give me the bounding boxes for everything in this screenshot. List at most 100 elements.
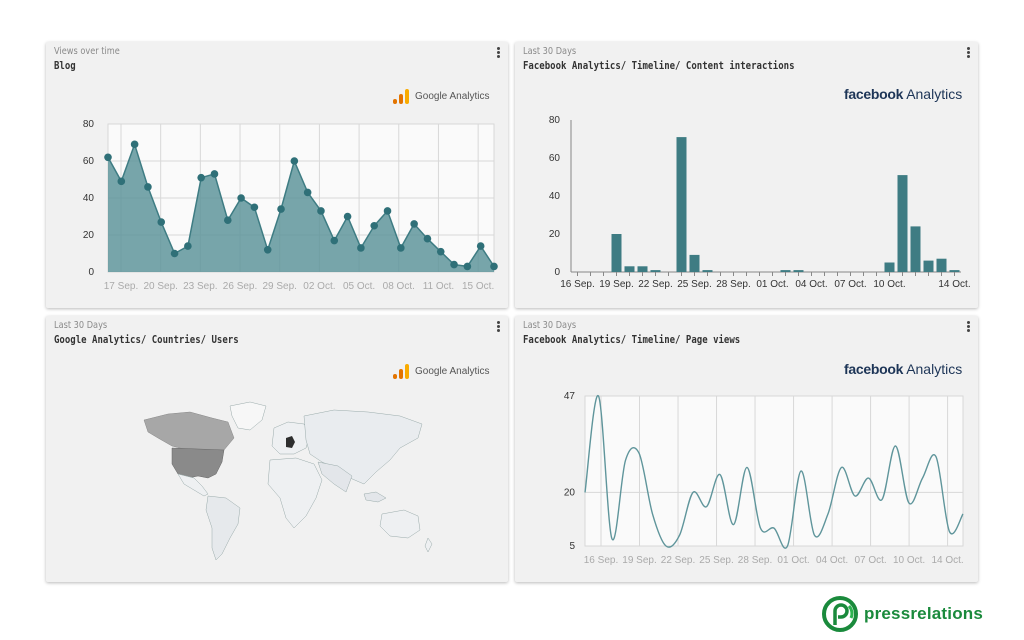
- x-tick-label: 29 Sep.: [262, 281, 296, 292]
- content-interactions-bar-chart: 0 20 40 60 80 16 Sep. 19 Sep. 22 Sep. 25 Sep. 28 …: [549, 115, 971, 290]
- google-analytics-logo: Google Analytics: [392, 88, 490, 105]
- map-australia: [379, 509, 421, 539]
- map-canada: [143, 411, 235, 453]
- more-options-icon[interactable]: [964, 46, 972, 60]
- card-title: Google Analytics/ Countries/ Users: [54, 333, 239, 346]
- data-point: [357, 244, 365, 252]
- logo-label: Google Analytics: [415, 366, 490, 377]
- data-point: [144, 183, 152, 191]
- x-tick-label: 23 Sep.: [183, 281, 217, 292]
- y-tick-label: 60: [549, 153, 561, 164]
- card-subtitle: Last 30 Days: [523, 46, 577, 57]
- x-tick-label: 20 Sep.: [143, 281, 177, 292]
- fb-pageviews-card: Last 30 Days Facebook Analytics/ Timelin…: [515, 316, 978, 582]
- data-point: [317, 207, 325, 215]
- more-options-icon[interactable]: [494, 46, 502, 60]
- x-tick-label: 14 Oct.: [931, 555, 963, 566]
- google-analytics-logo: Google Analytics: [392, 363, 490, 380]
- y-tick-label: 0: [88, 267, 94, 278]
- data-point: [250, 203, 259, 212]
- ga-countries-card: Last 30 Days Google Analytics/ Countries…: [46, 316, 508, 582]
- map-south-asia: [317, 461, 353, 493]
- data-point: [170, 249, 179, 258]
- bar: [676, 137, 687, 272]
- x-tick-label: 17 Sep.: [104, 281, 138, 292]
- more-options-icon[interactable]: [494, 320, 502, 334]
- card-subtitle: Views over time: [54, 46, 120, 57]
- data-point: [370, 221, 379, 230]
- x-tick-label: 05 Oct.: [343, 281, 375, 292]
- data-point: [423, 234, 432, 243]
- map-greenland: [229, 401, 267, 431]
- x-tick-label: 11 Oct.: [423, 281, 455, 292]
- y-tick-label: 80: [83, 119, 95, 130]
- blog-area-chart: 0 20 40 60 80 17 Sep. 20 Sep. 23 Sep. 26 Sep. 29 …: [83, 119, 498, 292]
- data-point: [463, 262, 472, 271]
- card-title: Facebook Analytics/ Timeline/ Content in…: [523, 59, 795, 72]
- data-point: [410, 220, 418, 228]
- map-central-america: [177, 473, 209, 497]
- series-line: [584, 395, 964, 549]
- google-analytics-icon: [393, 89, 409, 104]
- more-options-icon[interactable]: [964, 320, 972, 334]
- bar: [689, 254, 700, 272]
- card-title: Facebook Analytics/ Timeline/ Page views: [523, 333, 741, 346]
- y-tick-label: 40: [549, 191, 561, 202]
- x-tick-label: 26 Sep.: [223, 281, 257, 292]
- map-southeast-asia: [363, 491, 387, 503]
- x-tick-label: 16 Sep.: [584, 555, 618, 566]
- bar: [884, 262, 895, 272]
- y-tick-label: 80: [549, 115, 561, 126]
- data-point: [490, 262, 498, 271]
- logo-bold-text: facebook: [844, 361, 904, 377]
- facebook-analytics-logo: facebook Analytics: [844, 361, 962, 377]
- bar: [910, 226, 921, 272]
- data-point: [450, 260, 458, 269]
- bar: [702, 270, 713, 272]
- bar: [936, 258, 947, 272]
- y-tick-label: 20: [564, 487, 576, 498]
- plot-frame: [584, 395, 964, 547]
- bar: [923, 260, 934, 272]
- x-tick-label: 01 Oct.: [777, 555, 809, 566]
- data-point: [197, 173, 205, 182]
- y-tick-label: 60: [83, 156, 95, 167]
- data-point: [290, 157, 299, 165]
- x-tick-label: 14 Oct.: [938, 279, 970, 290]
- map-south-america: [205, 495, 241, 561]
- data-point: [343, 212, 352, 221]
- data-point: [237, 194, 245, 202]
- x-tick-label: 10 Oct.: [873, 279, 905, 290]
- bar: [611, 234, 622, 272]
- data-point: [184, 242, 192, 250]
- data-point: [397, 244, 405, 252]
- y-tick-label: 20: [549, 229, 561, 240]
- x-tick-label: 25 Sep.: [677, 279, 711, 290]
- y-tick-label: 20: [83, 230, 95, 241]
- data-point: [210, 170, 219, 178]
- data-point: [476, 242, 485, 250]
- x-tick-label: 28 Sep.: [738, 555, 772, 566]
- x-tick-label: 22 Sep.: [638, 279, 672, 290]
- x-tick-label: 25 Sep.: [699, 555, 733, 566]
- x-tick-label: 10 Oct.: [893, 555, 925, 566]
- map-germany: [286, 436, 295, 448]
- page-views-line-chart: 5 20 47 16 Sep. 19 Sep. 22 Sep. 25 Sep. 28 Sep.…: [564, 391, 964, 566]
- bar: [949, 270, 960, 272]
- google-analytics-icon: [393, 364, 409, 379]
- data-point: [303, 188, 312, 197]
- brand-name: pressrelations: [864, 604, 984, 623]
- pressrelations-icon: [822, 596, 858, 632]
- x-tick-label: 07 Oct.: [834, 279, 866, 290]
- x-tick-label: 19 Sep.: [622, 555, 656, 566]
- data-point: [436, 247, 445, 256]
- logo-bold-text: facebook: [844, 86, 904, 102]
- x-tick-label: 15 Oct.: [462, 281, 494, 292]
- y-tick-label: 47: [564, 391, 576, 402]
- x-tick-label: 28 Sep.: [716, 279, 750, 290]
- data-point: [117, 177, 126, 186]
- data-point: [104, 153, 112, 162]
- bar: [793, 270, 804, 272]
- logo-light-text: Analytics: [906, 86, 963, 102]
- world-map: [143, 401, 433, 561]
